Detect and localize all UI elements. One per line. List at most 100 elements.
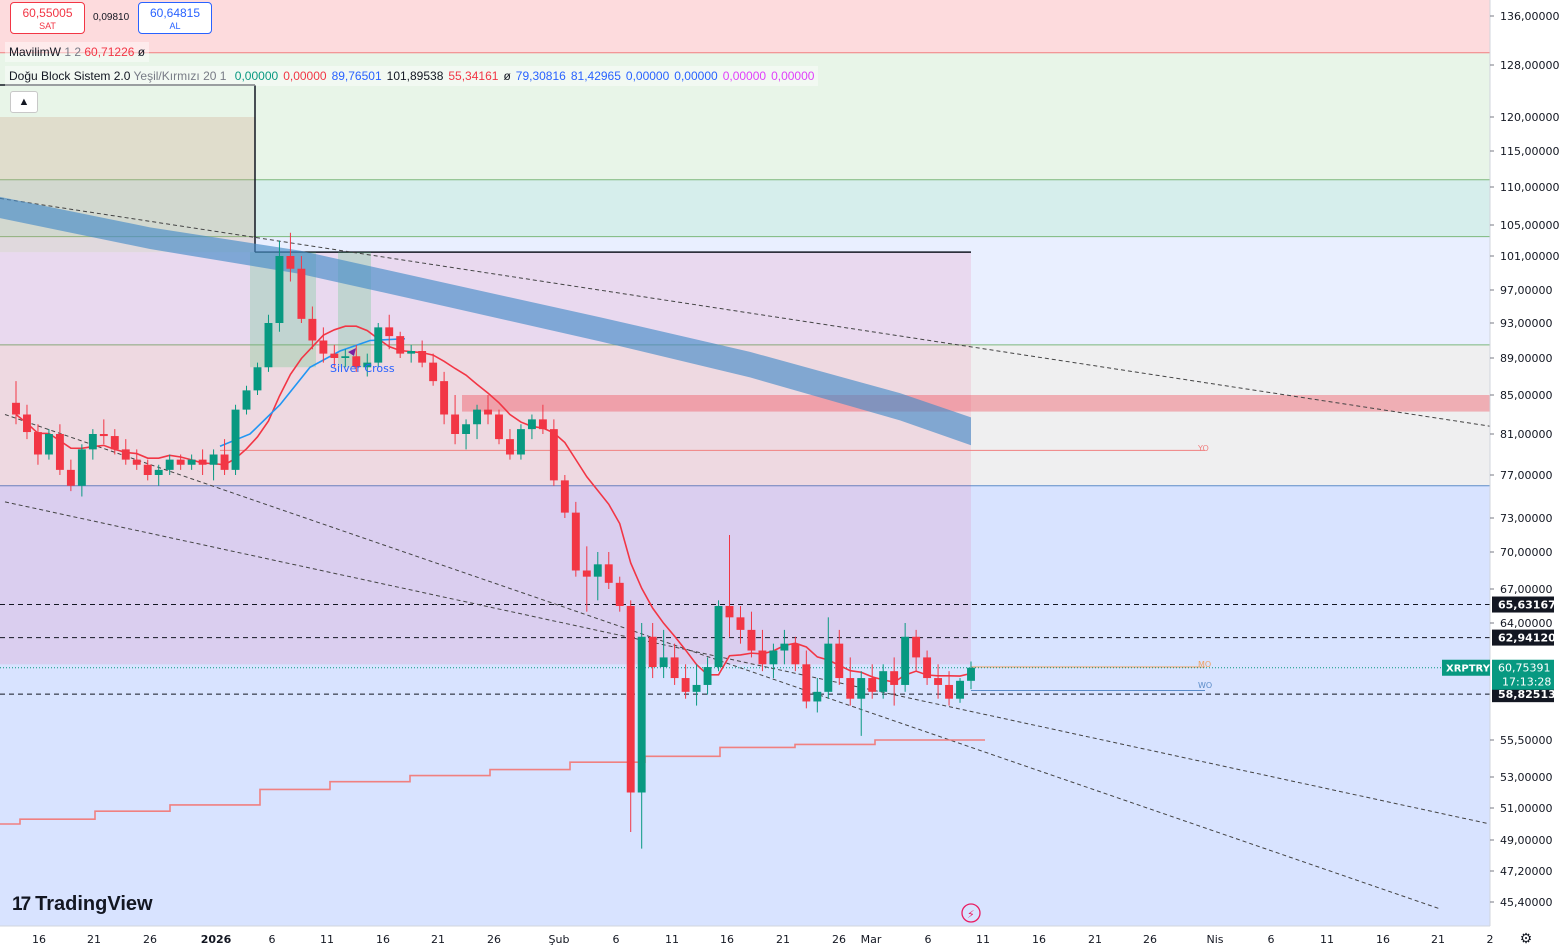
candle (890, 657, 899, 706)
tradingview-logo[interactable]: 17 TradingView (12, 893, 153, 916)
buy-price: 60,64815 (149, 6, 201, 20)
candle (88, 429, 97, 460)
x-tick-label: 6 (1268, 933, 1275, 946)
x-tick-label: 6 (269, 933, 276, 946)
indicator-params: Yeşil/Kırmızı 20 1 (133, 69, 227, 83)
candle (571, 501, 580, 577)
spread-value: 0,09810 (93, 12, 130, 23)
symbol-label: XRPTRY (1446, 664, 1491, 675)
buy-button[interactable]: 60,64815 AL (138, 2, 212, 34)
candle (352, 344, 361, 372)
candle (132, 449, 141, 470)
indicator-value: 0,00000 (722, 69, 767, 83)
price-marker-tag (1492, 629, 1554, 646)
candle (231, 404, 240, 475)
x-tick-label: 2026 (201, 933, 232, 946)
trendline-steep (4, 414, 1441, 910)
x-tick-label: 21 (431, 933, 445, 946)
x-tick-label: 11 (665, 933, 679, 946)
candle (538, 404, 547, 434)
support-step-line (0, 739, 985, 825)
y-tick-label: 85,00000 (1500, 389, 1553, 402)
legend-mavilimw[interactable]: MavilimW 1 2 60,71226 ø (5, 42, 150, 62)
candle (967, 661, 975, 690)
symbol-tag (1442, 659, 1490, 676)
sell-button[interactable]: 60,55005 SAT (10, 2, 85, 34)
candle (396, 331, 405, 358)
candle (110, 429, 119, 455)
indicator-value: 89,76501 (331, 69, 382, 83)
candle (780, 629, 789, 665)
last-price-tag (1492, 659, 1554, 690)
indicator-value: 0,00000 (625, 69, 670, 83)
x-tick-label: Şub (549, 933, 570, 946)
silver-cross-label: Silver Cross (330, 362, 395, 375)
logo-text: TradingView (35, 893, 153, 915)
y-tick-label: 51,00000 (1500, 802, 1553, 815)
gear-icon[interactable]: ⚙ (1519, 930, 1533, 946)
candle (758, 629, 767, 672)
candle (297, 256, 306, 323)
sell-label: SAT (39, 21, 56, 31)
y-tick-label: 45,40000 (1500, 896, 1553, 909)
candle (253, 362, 262, 395)
collapse-legend-button[interactable]: ▲ (10, 91, 38, 113)
candle (429, 353, 438, 386)
candle (692, 664, 701, 706)
candle (527, 414, 536, 440)
candle (549, 419, 558, 486)
candle (615, 576, 624, 612)
candle (440, 371, 449, 425)
x-tick-label: 11 (976, 933, 990, 946)
yo-label: YO (1197, 444, 1209, 453)
y-tick-label: 70,00000 (1500, 546, 1553, 559)
candle (363, 353, 372, 377)
y-tick-label: 55,50000 (1500, 734, 1553, 747)
chevron-up-icon: ▲ (18, 96, 30, 108)
price-marker-label: 62,94120 (1498, 632, 1556, 645)
indicator-name: Doğu Block Sistem 2.0 (9, 69, 131, 83)
y-tick-label: 120,00000 (1500, 111, 1560, 124)
price-marker-label: 65,63167 (1498, 599, 1556, 612)
x-tick-label: 16 (1376, 933, 1390, 946)
tradingview-logo-icon: 17 (12, 894, 31, 915)
x-tick-label: 11 (1320, 933, 1334, 946)
indicator-value: 0,00000 (234, 69, 279, 83)
indicator-value: ø (503, 69, 511, 83)
y-tick-label: 97,00000 (1500, 284, 1553, 297)
candle (407, 344, 416, 363)
candle (286, 232, 295, 282)
y-tick-label: 47,20000 (1500, 865, 1553, 878)
x-tick-label: 16 (720, 933, 734, 946)
candle (747, 611, 756, 658)
candle (901, 623, 910, 692)
candle (824, 617, 833, 699)
candle (626, 600, 635, 832)
legend-dogu-block[interactable]: Doğu Block Sistem 2.0 Yeşil/Kırmızı 20 1… (5, 66, 819, 86)
block-box-pink (0, 252, 971, 665)
candle (330, 344, 339, 368)
candle (34, 424, 42, 465)
candle (506, 429, 514, 460)
candle (176, 454, 185, 470)
x-tick-label: 16 (1032, 933, 1046, 946)
silver-cross-arrow (348, 348, 356, 356)
indicator-value: 79,30816 (515, 69, 566, 83)
candle (462, 419, 471, 450)
candle (220, 439, 229, 475)
candle (374, 323, 383, 368)
candle (945, 671, 953, 706)
y-tick-label: 115,00000 (1500, 145, 1560, 158)
zone-top-red (0, 0, 1490, 53)
x-tick-label: 26 (832, 933, 846, 946)
y-tick-label: 105,00000 (1500, 219, 1560, 232)
candle (725, 535, 734, 637)
x-tick-label: 26 (143, 933, 157, 946)
resistance-zone (462, 395, 1490, 412)
y-tick-label: 77,00000 (1500, 469, 1553, 482)
buy-label: AL (169, 21, 181, 31)
candle (308, 306, 317, 350)
candle (385, 314, 394, 350)
candle (912, 629, 921, 672)
